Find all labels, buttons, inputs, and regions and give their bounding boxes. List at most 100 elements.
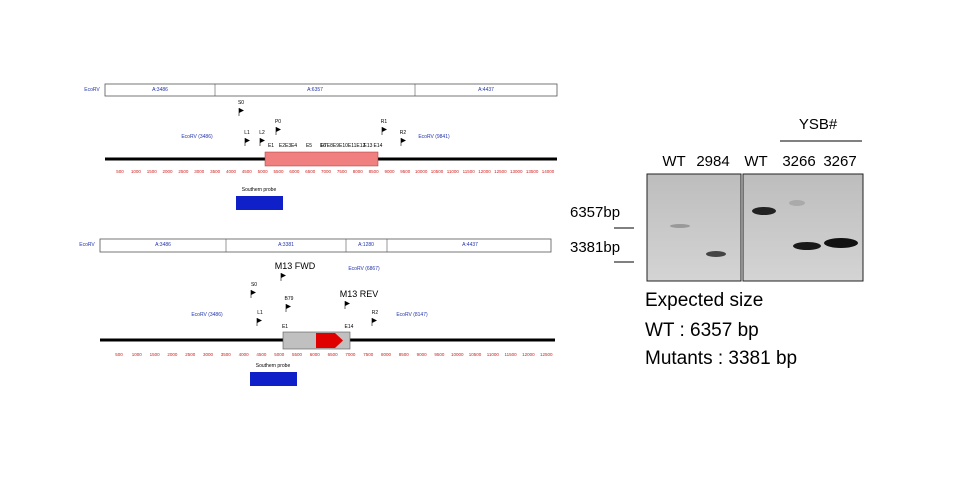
primer-arrow xyxy=(281,273,286,278)
probe-label: Southern probe xyxy=(242,187,277,193)
exon-label: E1 xyxy=(268,143,274,149)
tick-label: 9500 xyxy=(434,352,445,357)
enzyme-label: EcoRV xyxy=(79,242,95,248)
primer-label: B79 xyxy=(285,296,294,302)
tick-label: 9000 xyxy=(384,169,395,174)
note-line: Mutants : 3381 bp xyxy=(645,348,797,369)
band xyxy=(793,242,821,250)
blot-panel xyxy=(742,173,864,282)
primer-label: L2 xyxy=(259,130,265,136)
tick-label: 9000 xyxy=(417,352,428,357)
tick-label: 8000 xyxy=(353,169,364,174)
lane-label: 3266 xyxy=(782,153,815,170)
exon-label: E14 xyxy=(374,143,383,149)
tick-label: 7000 xyxy=(345,352,356,357)
primer-arrow xyxy=(401,138,406,143)
band xyxy=(824,238,858,248)
tick-label: 2000 xyxy=(167,352,178,357)
site-label: EcoRV (8147) xyxy=(396,312,428,318)
primer-label: L1 xyxy=(244,130,250,136)
primer-arrow xyxy=(345,301,350,306)
primer-arrow xyxy=(260,138,265,143)
tick-label: 3000 xyxy=(203,352,214,357)
tick-label: 13500 xyxy=(526,169,539,174)
band xyxy=(670,224,690,228)
tick-label: 3000 xyxy=(194,169,205,174)
tick-label: 12500 xyxy=(494,169,507,174)
tick-label: 1500 xyxy=(150,352,161,357)
tick-label: 6000 xyxy=(289,169,300,174)
lane-label: 3267 xyxy=(823,153,856,170)
group-label: YSB# xyxy=(799,116,838,133)
blot-panel xyxy=(646,173,742,282)
fragment-label: A:3486 xyxy=(152,87,168,93)
southern-blot: YSB# xyxy=(614,116,864,282)
tick-label: 9500 xyxy=(400,169,411,174)
primer-arrow xyxy=(276,127,281,132)
tick-label: 7000 xyxy=(321,169,332,174)
tick-label: 6000 xyxy=(310,352,321,357)
tick-label: 12000 xyxy=(478,169,491,174)
lane-label: WT xyxy=(744,153,767,170)
gene-map-wt xyxy=(104,83,558,210)
tick-label: 5000 xyxy=(258,169,269,174)
fragment-label: A:3486 xyxy=(155,242,171,248)
tick-label: 8500 xyxy=(369,169,380,174)
tick-label: 2500 xyxy=(178,169,189,174)
site-label: EcoRV (9841) xyxy=(418,134,450,140)
exon-label: E6 xyxy=(320,143,326,149)
tick-label: 3500 xyxy=(221,352,232,357)
primer-arrow xyxy=(245,138,250,143)
site-label: EcoRV (3486) xyxy=(181,134,213,140)
fragment-label: A:1280 xyxy=(358,242,374,248)
marker-label: 6357bp xyxy=(570,204,620,221)
tick-label: 11000 xyxy=(447,169,460,174)
primer-label: R1 xyxy=(381,119,388,125)
tick-label: 11500 xyxy=(505,352,518,357)
tick-label: 5500 xyxy=(292,352,303,357)
primer-label: S0 xyxy=(251,282,257,288)
band xyxy=(752,207,776,215)
primer-arrow xyxy=(382,127,387,132)
reporter-arrow xyxy=(335,333,343,348)
fragment-label: A:6357 xyxy=(307,87,323,93)
note-line: WT : 6357 bp xyxy=(645,320,759,341)
site-label: EcoRV (3486) xyxy=(191,312,223,318)
primer-arrow xyxy=(286,304,291,309)
tick-label: 13000 xyxy=(510,169,523,174)
exon-label: E5 xyxy=(306,143,312,149)
enzyme-label: EcoRV xyxy=(84,87,100,93)
tick-label: 6500 xyxy=(328,352,339,357)
exon-label: E13 xyxy=(364,143,373,149)
lane-label: WT xyxy=(662,153,685,170)
exon-region xyxy=(264,151,379,167)
tick-label: 4000 xyxy=(226,169,237,174)
fragment-label: A:3381 xyxy=(278,242,294,248)
marker-label: 3381bp xyxy=(570,239,620,256)
exon-label: E14 xyxy=(345,324,354,330)
tick-label: 6500 xyxy=(305,169,316,174)
band xyxy=(706,251,726,257)
southern-probe xyxy=(250,372,297,386)
tick-label: 11000 xyxy=(487,352,500,357)
fragment-bar xyxy=(99,238,552,253)
primer-label: R2 xyxy=(372,310,379,316)
tick-label: 14000 xyxy=(542,169,555,174)
tick-label: 4500 xyxy=(242,169,253,174)
tick-label: 7500 xyxy=(337,169,348,174)
tick-label: 12500 xyxy=(540,352,553,357)
tick-label: 3500 xyxy=(210,169,221,174)
probe-label: Southern probe xyxy=(256,363,291,369)
tick-label: 2000 xyxy=(163,169,174,174)
tick-label: 10000 xyxy=(451,352,464,357)
gene-map-mutant xyxy=(99,238,555,386)
primer-label: M13 REV xyxy=(340,289,379,299)
exon-label: E2E3 xyxy=(279,143,291,149)
reporter xyxy=(316,333,335,348)
lane-label: 2984 xyxy=(696,153,729,170)
tick-label: 8000 xyxy=(381,352,392,357)
primer-label: R2 xyxy=(400,130,407,136)
tick-label: 12000 xyxy=(522,352,535,357)
note-line: Expected size xyxy=(645,290,763,311)
